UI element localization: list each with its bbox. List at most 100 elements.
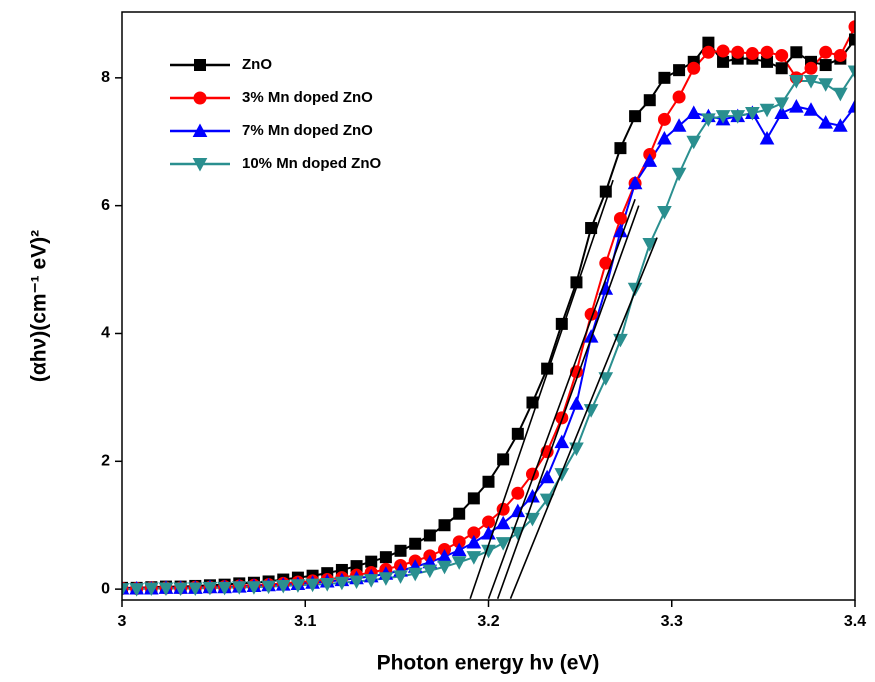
marker xyxy=(657,130,672,145)
x-tick-label: 3.2 xyxy=(477,613,499,630)
marker xyxy=(613,211,627,225)
marker xyxy=(466,534,482,549)
plot-frame xyxy=(121,11,856,601)
legend-label: 10% Mn doped ZnO xyxy=(242,155,382,172)
legend-label: ZnO xyxy=(242,56,272,73)
x-tick-label: 3.3 xyxy=(661,613,683,630)
y-tick-label: 6 xyxy=(101,197,110,214)
marker xyxy=(393,570,408,584)
marker xyxy=(192,123,208,137)
marker xyxy=(173,582,188,597)
marker xyxy=(759,103,775,118)
marker xyxy=(701,45,715,59)
marker xyxy=(774,105,790,119)
marker xyxy=(193,91,207,105)
marker xyxy=(803,102,819,116)
marker xyxy=(363,574,379,588)
marker xyxy=(819,45,833,59)
series-line xyxy=(122,70,855,591)
marker xyxy=(599,185,612,198)
marker xyxy=(495,537,511,551)
marker xyxy=(715,110,731,124)
marker xyxy=(554,468,570,482)
fit-line xyxy=(496,205,640,599)
x-tick-label: 3.4 xyxy=(844,613,866,630)
marker xyxy=(275,579,291,594)
marker xyxy=(409,537,422,550)
marker xyxy=(760,45,774,59)
marker xyxy=(290,579,306,593)
marker xyxy=(833,48,847,62)
marker xyxy=(716,44,730,58)
marker xyxy=(511,427,524,440)
marker xyxy=(833,87,848,102)
marker xyxy=(378,572,394,586)
marker xyxy=(129,583,144,597)
marker xyxy=(804,61,818,75)
marker xyxy=(554,434,570,449)
marker xyxy=(745,106,760,121)
marker xyxy=(379,551,392,564)
marker xyxy=(614,142,627,155)
marker xyxy=(717,55,730,68)
marker xyxy=(775,48,789,62)
marker xyxy=(847,99,855,113)
y-tick-label: 4 xyxy=(101,325,110,342)
marker xyxy=(365,555,378,568)
marker xyxy=(643,94,656,107)
marker xyxy=(686,135,702,150)
marker xyxy=(848,20,855,34)
marker xyxy=(598,372,614,386)
marker xyxy=(701,113,716,127)
marker xyxy=(818,78,834,92)
marker xyxy=(642,238,658,252)
marker xyxy=(394,544,407,557)
marker xyxy=(731,45,745,59)
marker xyxy=(803,75,819,89)
marker xyxy=(305,578,320,593)
marker xyxy=(467,492,480,505)
marker xyxy=(686,105,702,119)
marker xyxy=(349,575,364,590)
marker xyxy=(847,65,855,79)
series-line xyxy=(122,26,855,590)
marker xyxy=(407,567,423,582)
marker xyxy=(437,560,452,575)
marker xyxy=(192,158,208,172)
marker xyxy=(672,90,686,104)
marker xyxy=(466,551,482,565)
marker xyxy=(319,578,335,592)
marker xyxy=(569,396,584,410)
y-tick-label: 0 xyxy=(101,580,110,597)
marker xyxy=(657,206,672,220)
marker xyxy=(671,118,687,132)
y-tick-label: 2 xyxy=(101,453,110,470)
marker xyxy=(231,581,247,595)
marker xyxy=(261,580,276,595)
legend-label: 3% Mn doped ZnO xyxy=(242,89,373,106)
marker xyxy=(627,175,643,190)
marker xyxy=(187,582,203,597)
legend-label: 7% Mn doped ZnO xyxy=(242,122,373,139)
marker xyxy=(143,582,159,597)
plot-area xyxy=(122,20,855,600)
marker xyxy=(202,581,218,596)
marker xyxy=(539,469,555,484)
marker xyxy=(158,582,174,597)
marker xyxy=(482,475,495,488)
y-tick-label: 8 xyxy=(101,69,110,86)
marker xyxy=(334,576,350,591)
marker xyxy=(657,112,671,126)
marker xyxy=(525,512,540,527)
fit-line xyxy=(509,237,658,600)
marker xyxy=(422,564,438,579)
marker xyxy=(745,47,759,61)
marker xyxy=(122,583,130,597)
marker xyxy=(730,110,746,124)
marker xyxy=(453,507,466,520)
marker xyxy=(451,556,467,570)
y-axis-label: (αhν)(cm⁻¹ eV)² xyxy=(28,230,51,382)
marker xyxy=(774,97,790,111)
marker xyxy=(671,167,687,182)
